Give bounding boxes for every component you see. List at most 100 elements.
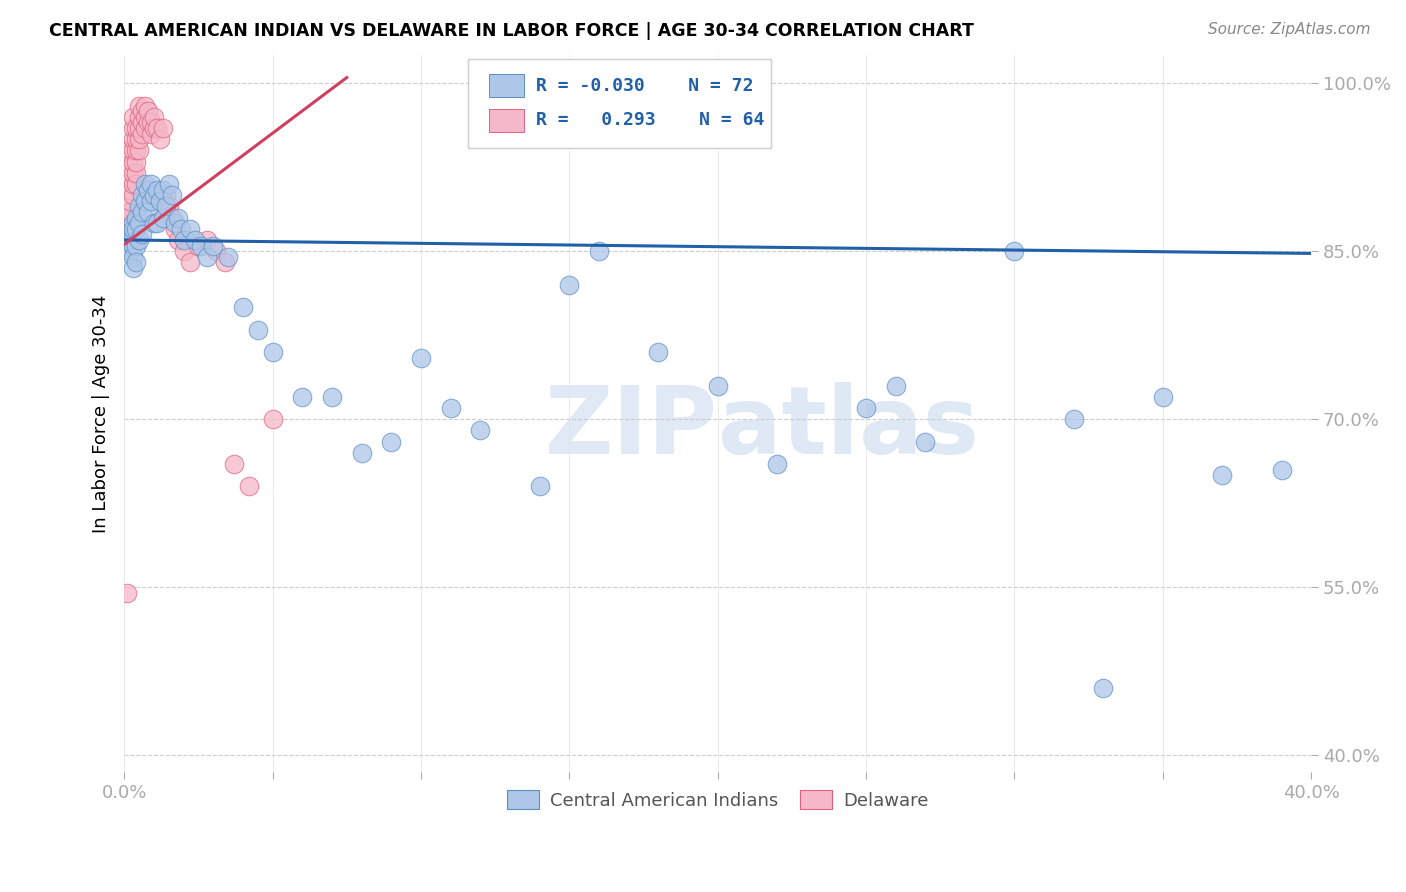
Point xyxy=(146,183,169,197)
Point xyxy=(125,132,148,146)
Point xyxy=(122,144,145,158)
Legend: Central American Indians, Delaware: Central American Indians, Delaware xyxy=(499,782,936,817)
Text: atlas: atlas xyxy=(717,382,979,474)
Point xyxy=(128,132,150,146)
Point xyxy=(136,104,159,119)
Point xyxy=(125,144,148,158)
Point xyxy=(195,233,218,247)
Point xyxy=(131,227,153,242)
Point xyxy=(217,250,239,264)
Point xyxy=(131,115,153,129)
Point xyxy=(122,250,145,264)
Point xyxy=(246,322,269,336)
Point xyxy=(262,345,284,359)
Point xyxy=(588,244,610,259)
Point xyxy=(125,177,148,191)
Point xyxy=(122,177,145,191)
Point xyxy=(122,120,145,135)
Point xyxy=(128,120,150,135)
Point xyxy=(128,233,150,247)
Point xyxy=(139,127,162,141)
Point xyxy=(706,378,728,392)
Point xyxy=(115,238,138,252)
Point xyxy=(128,144,150,158)
Point xyxy=(125,154,148,169)
Bar xyxy=(489,75,524,97)
Point xyxy=(120,205,142,219)
Point xyxy=(855,401,877,415)
Point xyxy=(914,434,936,449)
Point xyxy=(190,238,212,252)
Text: ZIP: ZIP xyxy=(546,382,717,474)
Point xyxy=(179,221,201,235)
Point xyxy=(205,244,228,259)
Point xyxy=(125,255,148,269)
Point xyxy=(120,216,142,230)
Point xyxy=(157,199,180,213)
Point xyxy=(1092,681,1115,695)
Point xyxy=(139,115,162,129)
Point xyxy=(122,260,145,275)
Point xyxy=(350,446,373,460)
Point xyxy=(136,115,159,129)
Point xyxy=(128,110,150,124)
Point xyxy=(125,221,148,235)
Point xyxy=(134,98,156,112)
Point xyxy=(115,205,138,219)
Text: Source: ZipAtlas.com: Source: ZipAtlas.com xyxy=(1208,22,1371,37)
Point xyxy=(179,255,201,269)
Point xyxy=(160,188,183,202)
Point xyxy=(202,238,225,252)
Point xyxy=(146,120,169,135)
Point xyxy=(122,166,145,180)
Point xyxy=(187,238,209,252)
Point xyxy=(884,378,907,392)
Point xyxy=(152,211,174,225)
Point xyxy=(125,238,148,252)
Point xyxy=(122,221,145,235)
Point xyxy=(409,351,432,365)
Point xyxy=(122,216,145,230)
Point xyxy=(120,236,142,251)
Point xyxy=(125,211,148,225)
Point xyxy=(380,434,402,449)
Point xyxy=(115,227,138,242)
Point xyxy=(120,160,142,174)
Point xyxy=(558,277,581,292)
Point xyxy=(142,120,165,135)
Point xyxy=(149,194,172,208)
Point xyxy=(128,216,150,230)
Point xyxy=(131,127,153,141)
Point xyxy=(262,412,284,426)
Point xyxy=(766,457,789,471)
FancyBboxPatch shape xyxy=(468,59,770,148)
Point xyxy=(470,424,492,438)
Point xyxy=(146,216,169,230)
Point xyxy=(529,479,551,493)
Point xyxy=(155,199,177,213)
Point xyxy=(120,171,142,186)
Point xyxy=(139,177,162,191)
Point xyxy=(152,120,174,135)
Point xyxy=(222,457,245,471)
Point xyxy=(1004,244,1026,259)
Point xyxy=(120,144,142,158)
Point xyxy=(115,241,138,255)
Point xyxy=(214,255,236,269)
Point xyxy=(440,401,463,415)
Point xyxy=(173,233,195,247)
Point xyxy=(163,221,186,235)
Point xyxy=(142,216,165,230)
Point xyxy=(122,154,145,169)
Text: R =   0.293    N = 64: R = 0.293 N = 64 xyxy=(536,112,765,129)
Point xyxy=(120,244,142,259)
Point xyxy=(142,188,165,202)
Point xyxy=(139,194,162,208)
Point xyxy=(149,132,172,146)
Point xyxy=(173,244,195,259)
Point xyxy=(115,586,138,600)
Point xyxy=(131,205,153,219)
Point xyxy=(1063,412,1085,426)
Point xyxy=(647,345,669,359)
Point xyxy=(134,177,156,191)
